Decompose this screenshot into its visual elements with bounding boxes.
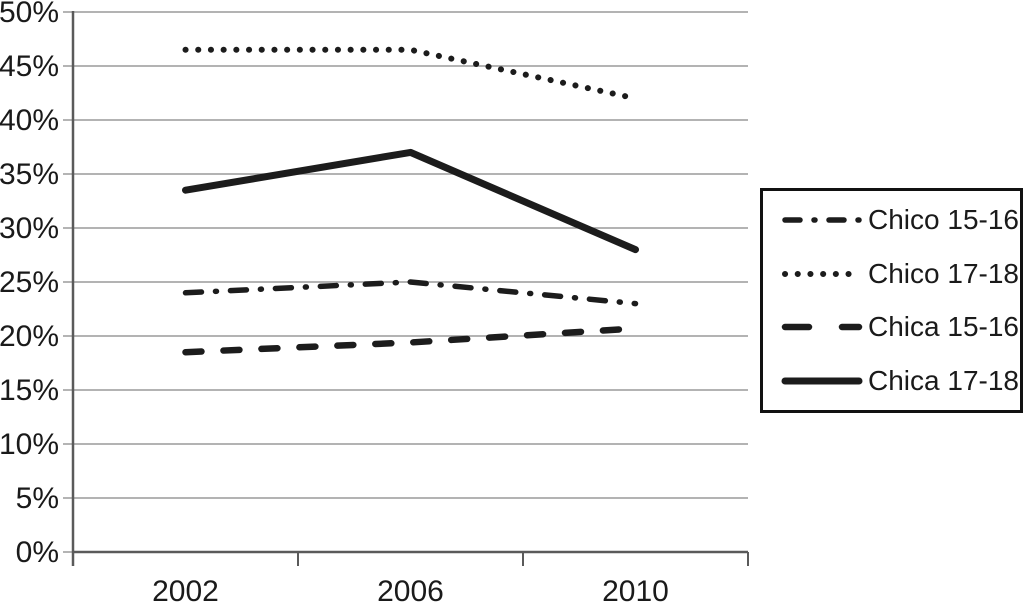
y-axis-tick-label: 35% (0, 158, 59, 191)
dash-dot-line-icon (782, 217, 862, 224)
y-axis-tick-label: 20% (0, 320, 59, 353)
x-axis-tick-label: 2002 (152, 575, 219, 607)
y-axis-tick-label: 5% (16, 482, 59, 515)
x-axis-tick-label: 2010 (602, 575, 669, 607)
legend-label: Chico 17-18 (868, 257, 1019, 289)
dotted-line-icon (782, 270, 862, 277)
legend-label: Chico 15-16 (868, 204, 1019, 236)
y-axis-tick-label: 10% (0, 428, 59, 461)
y-axis-tick-label: 45% (0, 50, 59, 83)
x-axis-tick-label: 2006 (377, 575, 444, 607)
y-axis-tick-label: 0% (16, 536, 59, 569)
series-line-chico-15-16 (182, 279, 639, 307)
y-axis-tick-label: 30% (0, 212, 59, 245)
series-line-chica-17-18 (182, 148, 639, 254)
legend-label: Chica 15-16 (868, 311, 1019, 343)
legend-item-chico-17-18: Chico 17-18 (763, 248, 1020, 300)
dashed-line-icon (781, 323, 863, 331)
chart-legend: Chico 15-16 Chico 17-18 Chica 15-16 Chica 1… (760, 188, 1023, 413)
series-line-chico-17-18 (182, 46, 639, 102)
legend-label: Chica 17-18 (868, 364, 1019, 396)
legend-item-chico-15-16: Chico 15-16 (763, 194, 1020, 246)
y-axis-tick-label: 15% (0, 374, 59, 407)
solid-line-icon (781, 377, 863, 385)
y-axis-tick-label: 50% (0, 0, 59, 29)
legend-item-chica-17-18: Chica 17-18 (763, 355, 1020, 407)
y-axis-tick-label: 25% (0, 266, 59, 299)
series-line-chica-15-16 (182, 325, 639, 356)
y-axis-tick-label: 40% (0, 104, 59, 137)
legend-item-chica-15-16: Chica 15-16 (763, 301, 1020, 353)
